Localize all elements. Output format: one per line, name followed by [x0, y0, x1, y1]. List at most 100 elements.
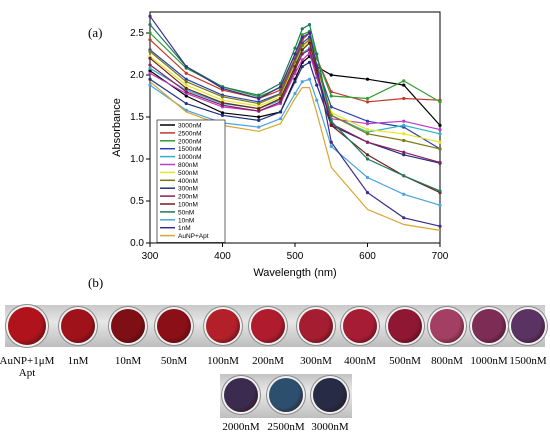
- series-point: [293, 59, 297, 64]
- series-point: [184, 77, 188, 81]
- series-point: [307, 23, 312, 27]
- series-point: [402, 132, 406, 136]
- x-tick-label: 400: [214, 251, 231, 262]
- series-point: [307, 31, 312, 35]
- sample-label: 10nM: [114, 355, 142, 367]
- series-point: [402, 174, 406, 178]
- series-point: [438, 147, 442, 151]
- series-point: [257, 96, 261, 101]
- legend-label: 1nM: [178, 225, 191, 232]
- series-point: [220, 101, 225, 105]
- series-point: [220, 113, 225, 117]
- series-point: [438, 100, 442, 104]
- sample-label: 1500nM: [509, 355, 547, 367]
- cuvette-well: [511, 309, 545, 343]
- legend-label: 3000nM: [178, 123, 202, 130]
- y-tick-label: 1.0: [130, 154, 144, 165]
- series-point: [220, 111, 225, 115]
- series-point: [278, 117, 283, 121]
- series-point: [148, 69, 152, 73]
- series-point: [293, 91, 297, 96]
- cuvette-well: [299, 309, 333, 343]
- sample-label: 2000nM: [222, 421, 260, 433]
- legend-label: 300nM: [178, 186, 198, 193]
- series-point: [300, 41, 304, 45]
- y-tick-label: 2.0: [130, 70, 144, 81]
- legend-label: 50nM: [178, 209, 194, 216]
- y-tick-label: 0.5: [130, 196, 144, 207]
- series-point: [365, 96, 370, 101]
- series-point: [402, 138, 406, 143]
- sample-label: 500nM: [389, 355, 421, 367]
- series-point: [329, 94, 333, 98]
- x-tick-label: 300: [142, 251, 159, 262]
- series-point: [365, 191, 370, 195]
- series-point: [257, 115, 261, 119]
- cuvette-well: [388, 309, 422, 343]
- series-point: [184, 83, 188, 87]
- cuvette-well: [157, 309, 191, 343]
- series-point: [300, 80, 304, 84]
- series-point: [329, 123, 333, 127]
- series-point: [184, 101, 188, 106]
- series-point: [257, 104, 261, 108]
- absorbance-chart: 300 400 500 600 700 0.0 0.5 1.0 1.5 2.0 2.5 Wavelen…: [111, 11, 449, 279]
- series-point: [300, 44, 304, 48]
- y-tick-label: 2.5: [130, 28, 144, 39]
- series-point: [315, 52, 319, 56]
- legend-label: 800nM: [178, 162, 198, 169]
- series-point: [278, 92, 283, 96]
- series-point: [257, 125, 261, 129]
- series-point: [329, 119, 333, 123]
- x-axis-label: Wavelength (nm): [253, 267, 336, 279]
- series-point: [257, 109, 261, 113]
- x-tick-label: 700: [432, 251, 449, 262]
- series-point: [148, 71, 152, 75]
- series-point: [315, 98, 319, 102]
- legend-label: 400nM: [178, 178, 198, 185]
- series-point: [365, 140, 370, 144]
- legend-label: 1500nM: [178, 146, 202, 153]
- series-point: [438, 203, 442, 207]
- series-point: [365, 157, 370, 161]
- series-point: [293, 65, 297, 69]
- series-point: [300, 48, 304, 52]
- series-point: [220, 95, 225, 99]
- cuvette-well: [472, 309, 506, 343]
- sample-label: 1nM: [67, 355, 89, 367]
- series-point: [184, 80, 188, 84]
- series-point: [278, 110, 283, 114]
- series-point: [148, 38, 152, 42]
- legend-label: 200nM: [178, 194, 198, 201]
- series-point: [184, 65, 188, 69]
- series-point: [402, 123, 406, 127]
- series-point: [257, 107, 261, 111]
- series-point: [148, 77, 152, 81]
- sample-label: 100nM: [207, 355, 239, 367]
- series-point: [307, 60, 312, 64]
- legend-label: 2000nM: [178, 138, 202, 145]
- series-point: [315, 83, 319, 87]
- sample-label: 2500nM: [267, 421, 305, 433]
- series-point: [438, 140, 442, 144]
- series-point: [438, 224, 442, 228]
- series-point: [402, 96, 406, 101]
- series-point: [402, 192, 406, 196]
- sample-label: 400nM: [344, 355, 376, 367]
- series-point: [307, 48, 312, 52]
- cuvette-well: [251, 309, 285, 343]
- series-point: [365, 128, 370, 132]
- series-point: [365, 132, 370, 136]
- series-point: [220, 103, 225, 107]
- series-point: [278, 96, 283, 101]
- legend-label: 2500nM: [178, 130, 202, 137]
- series-point: [300, 33, 304, 37]
- cuvette-well: [224, 378, 258, 412]
- series-point: [365, 100, 370, 104]
- series-point: [184, 90, 188, 94]
- series-point: [300, 65, 304, 69]
- legend-label: 10nM: [178, 217, 194, 224]
- series-point: [148, 31, 152, 35]
- series-point: [402, 216, 406, 220]
- series-point: [257, 118, 261, 122]
